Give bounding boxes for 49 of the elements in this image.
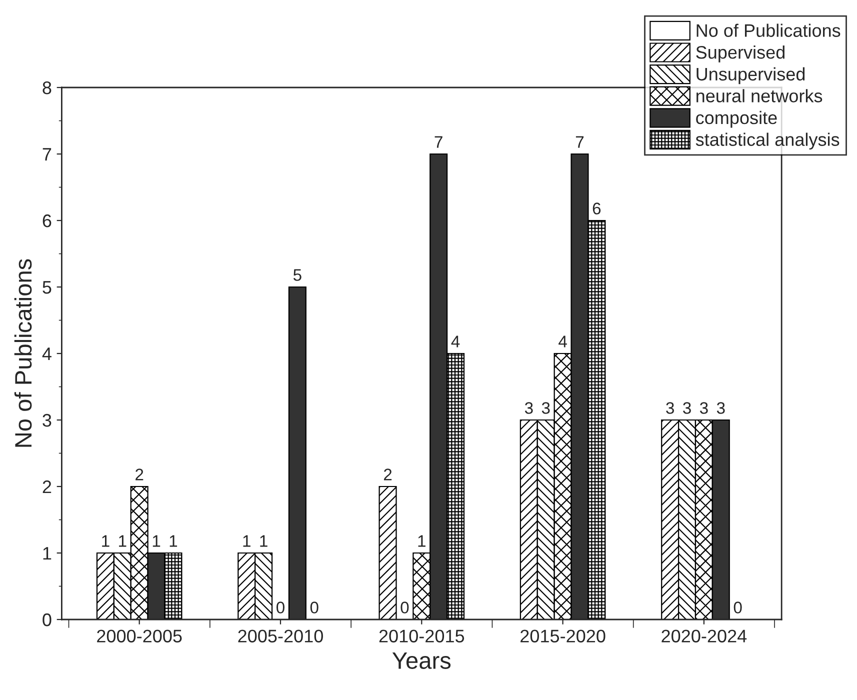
y-tick-label: 1 [43, 547, 52, 560]
data-label: 6 [592, 202, 601, 214]
y-tick-label: 8 [42, 81, 52, 94]
data-label: 4 [451, 336, 460, 348]
y-tick-label: 2 [42, 480, 52, 494]
legend-label: No of Publications [696, 24, 840, 37]
data-label: 7 [434, 136, 442, 148]
data-label: 3 [524, 402, 533, 414]
x-tick-label: 2005-2010 [238, 630, 323, 642]
data-label: 3 [683, 402, 691, 414]
legend-label: statistical analysis [696, 132, 840, 150]
data-label: 5 [293, 269, 302, 281]
x-tick-label: 2000-2005 [97, 630, 182, 642]
data-label: 7 [576, 136, 584, 148]
data-label: 4 [558, 336, 567, 348]
data-label: 0 [276, 602, 284, 614]
data-label: 3 [700, 402, 708, 414]
data-label: 3 [666, 402, 674, 414]
y-tick-label: 4 [42, 348, 52, 360]
data-label: 1 [152, 535, 160, 547]
data-label: 1 [102, 535, 110, 547]
legend-label: Supervised [696, 46, 784, 62]
y-tick-label: 0 [42, 613, 52, 626]
legend-label: neural networks [696, 89, 822, 102]
data-label: 1 [243, 535, 250, 547]
data-label: 0 [734, 602, 742, 614]
y-tick-label: 5 [42, 281, 52, 294]
data-label: 2 [136, 468, 144, 480]
data-label: 0 [310, 602, 318, 614]
data-label: 1 [260, 535, 268, 547]
data-label: 1 [119, 535, 126, 547]
data-label: 1 [170, 535, 178, 547]
bar [288, 286, 306, 620]
x-axis-title: Years [392, 652, 451, 669]
legend-label: Unsupervised [696, 67, 805, 84]
y-tick-label: 7 [42, 148, 52, 161]
data-label: 0 [400, 602, 409, 614]
data-label: 1 [418, 535, 426, 547]
x-tick-label: 2020-2024 [662, 630, 747, 642]
x-tick-label: 2015-2020 [520, 630, 606, 642]
y-axis-title: No of Publications [14, 259, 32, 447]
data-label: 3 [716, 402, 725, 414]
data-label: 2 [384, 468, 392, 480]
y-tick-label: 6 [42, 214, 52, 228]
y-tick-label: 3 [42, 414, 52, 427]
x-tick-label: 2010-2015 [379, 630, 464, 642]
bar [378, 486, 397, 620]
data-label: 3 [542, 402, 550, 414]
legend-label: composite [696, 110, 777, 128]
